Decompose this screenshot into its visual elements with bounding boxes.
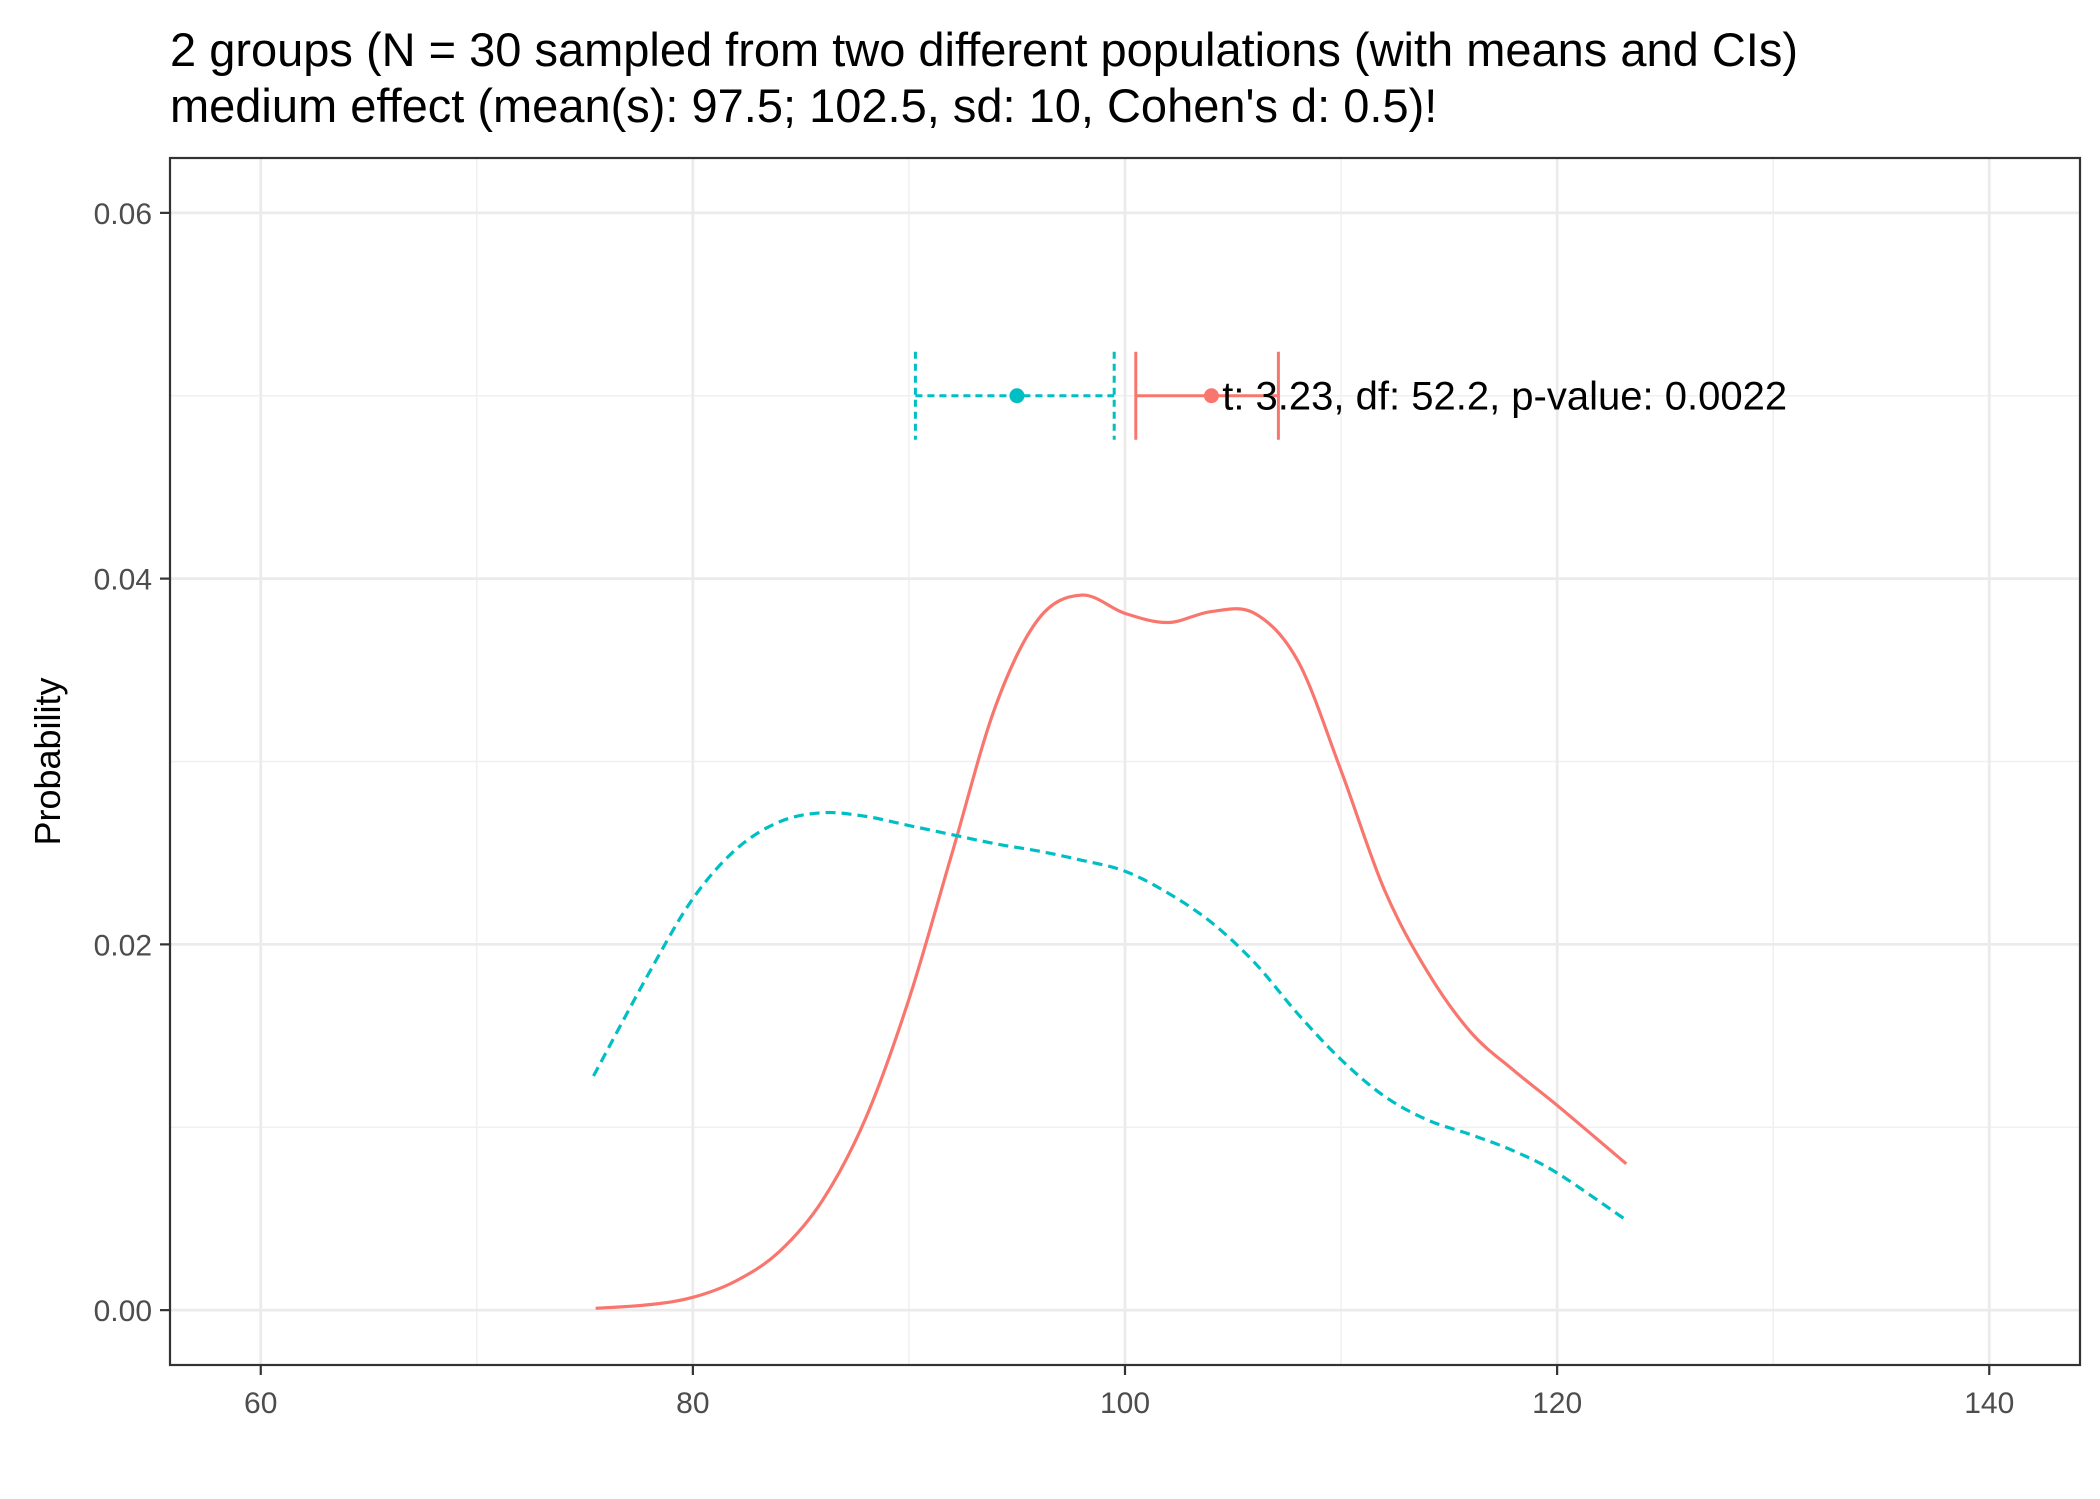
density-line-2 xyxy=(592,810,1626,1221)
errorbar-layer xyxy=(913,351,1280,440)
t-test-annotation: t: 3.23, df: 52.2, p-value: 0.0022 xyxy=(1222,375,1787,419)
y-tick-label: 0.04 xyxy=(94,564,152,597)
y-tick-label: 0.02 xyxy=(94,929,152,962)
grid-major xyxy=(170,158,2080,1365)
title-line-1: 2 groups (N = 30 sampled from two differ… xyxy=(170,23,1798,76)
density-line-1 xyxy=(595,593,1628,1310)
chart-title: 2 groups (N = 30 sampled from two differ… xyxy=(170,22,2090,134)
y-axis: 0.00 0.02 0.04 0.06 xyxy=(94,198,170,1328)
y-axis-title: Probability xyxy=(27,677,68,845)
y-tick-label: 0.00 xyxy=(94,1295,152,1328)
title-line-2: medium effect (mean(s): 97.5; 102.5, sd:… xyxy=(170,79,1438,132)
series-layer xyxy=(592,593,1628,1310)
y-tick-label: 0.06 xyxy=(94,198,152,231)
x-tick-label: 120 xyxy=(1532,1387,1582,1420)
x-axis: 60 80 100 120 140 xyxy=(244,1365,2014,1420)
x-tick-label: 80 xyxy=(676,1387,709,1420)
mean-point-2 xyxy=(1203,388,1219,404)
x-tick-label: 60 xyxy=(244,1387,277,1420)
x-tick-label: 100 xyxy=(1100,1387,1150,1420)
mean-point-1 xyxy=(1009,388,1025,404)
x-tick-label: 140 xyxy=(1964,1387,2014,1420)
